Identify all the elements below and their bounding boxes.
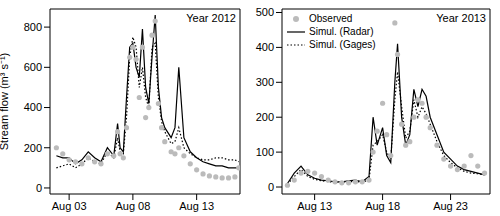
html-text:Year 2013: Year 2013: [436, 12, 486, 24]
svg-text:0: 0: [268, 181, 274, 193]
html-text:Simul. (Radar): Simul. (Radar): [309, 26, 374, 37]
svg-text:Aug 13: Aug 13: [297, 200, 332, 212]
html-text:Simul. (Gages): Simul. (Gages): [309, 39, 376, 50]
html-text:Observed: Observed: [309, 13, 353, 24]
svg-text:Aug 18: Aug 18: [365, 200, 400, 212]
svg-text:0: 0: [36, 182, 42, 194]
svg-text:400: 400: [256, 41, 274, 53]
svg-text:200: 200: [256, 111, 274, 123]
svg-text:600: 600: [24, 61, 42, 73]
svg-text:200: 200: [24, 142, 42, 154]
svg-text:800: 800: [24, 21, 42, 33]
svg-text:Aug 13: Aug 13: [179, 200, 214, 212]
svg-text:Aug 08: Aug 08: [115, 200, 150, 212]
svg-text:400: 400: [24, 101, 42, 113]
html-text:Year 2012: Year 2012: [186, 12, 236, 24]
svg-text:Aug 23: Aug 23: [433, 200, 468, 212]
svg-text:Aug 03: Aug 03: [52, 200, 87, 212]
svg-text:500: 500: [256, 6, 274, 18]
svg-text:Stream flow (m³ s⁻¹): Stream flow (m³ s⁻¹): [8, 53, 10, 151]
svg-text:100: 100: [256, 146, 274, 158]
svg-text:300: 300: [256, 76, 274, 88]
